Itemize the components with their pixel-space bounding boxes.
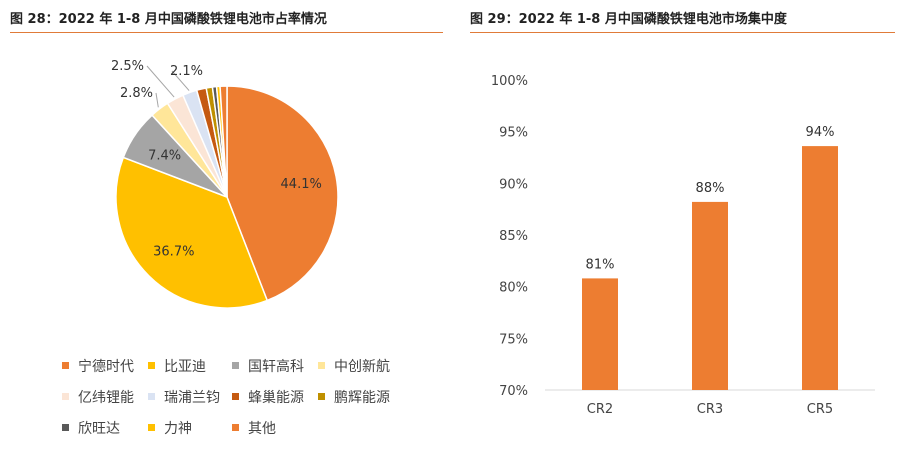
pie-leader-line <box>171 70 190 91</box>
pie-data-label: 2.5% <box>111 59 144 74</box>
legend-label: 鹏辉能源 <box>334 389 390 406</box>
legend-swatch <box>148 424 155 431</box>
pie-data-label: 2.1% <box>170 64 203 79</box>
bar-data-label: 94% <box>806 125 835 140</box>
pie-leader-line <box>146 65 175 98</box>
pie-data-label: 7.4% <box>148 149 181 164</box>
legend-label: 中创新航 <box>334 358 390 375</box>
legend-item: 蜂巢能源 <box>232 387 304 407</box>
legend-label: 宁德时代 <box>78 358 134 375</box>
legend-swatch <box>318 393 325 400</box>
legend-item: 欣旺达 <box>62 418 120 438</box>
y-tick-label: 70% <box>499 384 528 399</box>
bar-data-label: 88% <box>696 181 725 196</box>
legend-swatch <box>62 424 69 431</box>
bar-data-label: 81% <box>586 257 615 272</box>
legend-row: 亿纬锂能 瑞浦兰钧 蜂巢能源 鹏辉能源 <box>62 381 422 412</box>
legend-item: 亿纬锂能 <box>62 387 134 407</box>
legend-label: 力神 <box>164 420 192 437</box>
x-tick-label: CR2 <box>587 402 613 417</box>
legend-item: 中创新航 <box>318 356 390 376</box>
y-tick-label: 75% <box>499 332 528 347</box>
x-tick-label: CR5 <box>807 402 833 417</box>
legend-item: 比亚迪 <box>148 356 206 376</box>
pie-slice <box>219 85 228 198</box>
pie-data-label: 2.8% <box>120 86 153 101</box>
legend-swatch <box>232 424 239 431</box>
legend-label: 蜂巢能源 <box>248 389 304 406</box>
pie-data-label: 44.1% <box>281 177 322 192</box>
pie-slice <box>115 156 269 309</box>
legend-swatch <box>62 362 69 369</box>
legend-swatch <box>232 362 239 369</box>
legend-label: 比亚迪 <box>164 358 206 375</box>
pie-slice <box>226 85 339 302</box>
y-tick-label: 100% <box>491 74 528 89</box>
legend-swatch <box>148 393 155 400</box>
bar-panel-title: 图 29：2022 年 1-8 月中国磷酸铁锂电池市场集中度 <box>470 12 787 27</box>
y-tick-label: 95% <box>499 126 528 141</box>
legend-label: 其他 <box>248 420 276 437</box>
legend-row: 欣旺达 力神 其他 <box>62 412 422 443</box>
legend-item: 国轩高科 <box>232 356 304 376</box>
legend-swatch <box>148 362 155 369</box>
pie-title-rule <box>10 32 443 33</box>
legend-item: 力神 <box>148 418 192 438</box>
bar-title-rule <box>470 32 895 33</box>
legend-swatch <box>62 393 69 400</box>
legend-label: 欣旺达 <box>78 420 120 437</box>
legend-label: 瑞浦兰钧 <box>164 389 220 406</box>
legend-item: 宁德时代 <box>62 356 134 376</box>
legend-swatch <box>232 393 239 400</box>
legend-item: 鹏辉能源 <box>318 387 390 407</box>
x-tick-label: CR3 <box>697 402 723 417</box>
y-tick-label: 80% <box>499 281 528 296</box>
pie-data-label: 36.7% <box>153 245 194 260</box>
bar <box>692 201 728 390</box>
legend-item: 瑞浦兰钧 <box>148 387 220 407</box>
legend-swatch <box>318 362 325 369</box>
bar <box>802 146 838 390</box>
legend-row: 宁德时代 比亚迪 国轩高科 中创新航 <box>62 350 422 381</box>
pie-panel-title: 图 28：2022 年 1-8 月中国磷酸铁锂电池市占率情况 <box>10 12 327 27</box>
legend-item: 其他 <box>232 418 276 438</box>
y-tick-label: 90% <box>499 177 528 192</box>
y-tick-label: 85% <box>499 229 528 244</box>
pie-legend: 宁德时代 比亚迪 国轩高科 中创新航亿纬锂能 瑞浦兰钧 蜂巢能源 鹏辉能源欣旺达 力神 其他 <box>62 350 422 443</box>
bar <box>582 278 618 390</box>
legend-label: 亿纬锂能 <box>78 389 134 406</box>
legend-label: 国轩高科 <box>248 358 304 375</box>
pie-leader-line <box>155 92 159 108</box>
